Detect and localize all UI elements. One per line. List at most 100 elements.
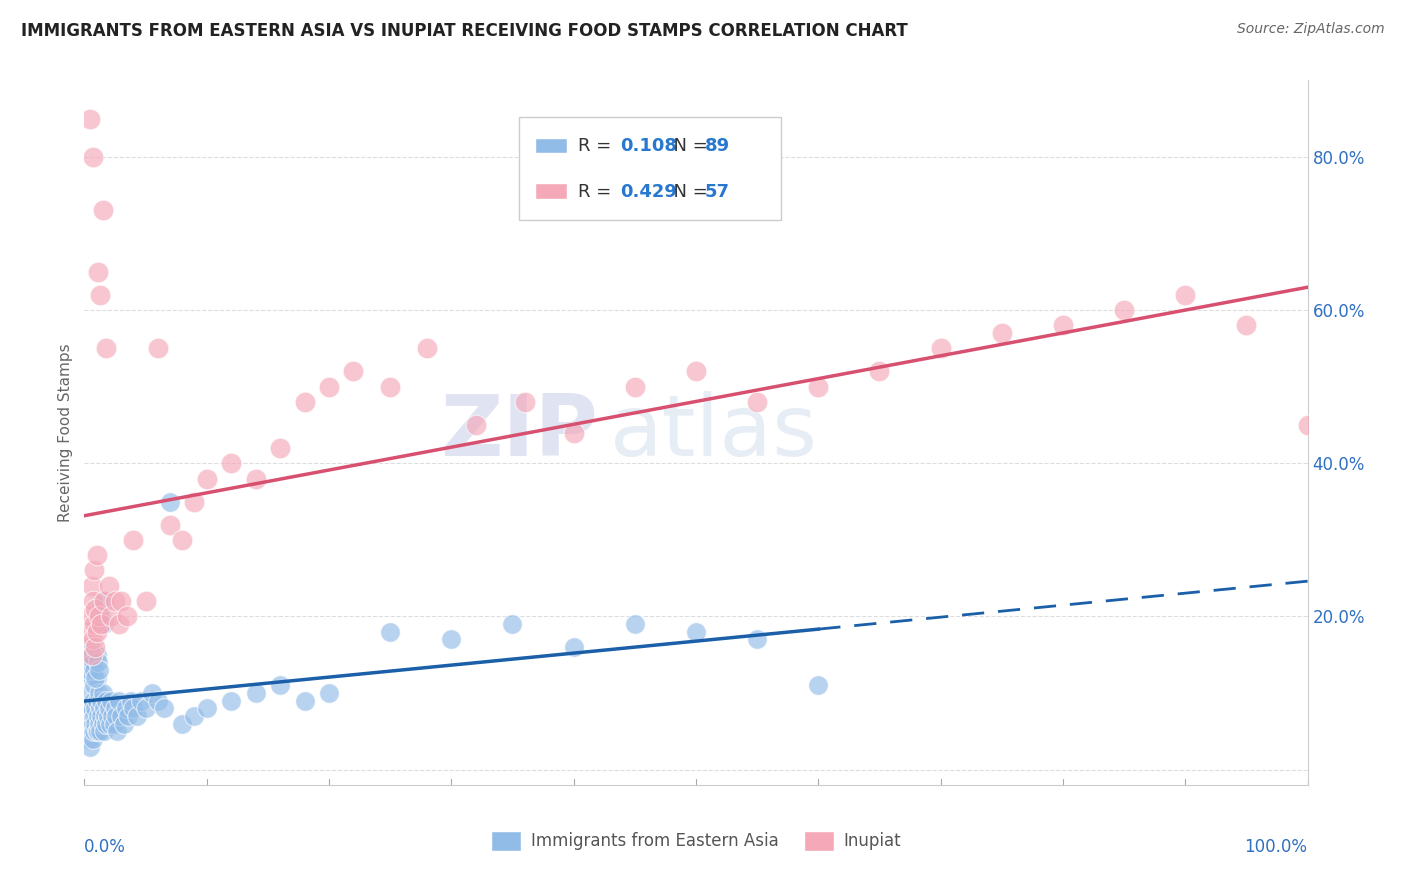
Point xyxy=(807,379,830,393)
Point xyxy=(77,731,100,746)
Point xyxy=(84,601,107,615)
Text: 57: 57 xyxy=(704,183,730,201)
Point xyxy=(110,594,132,608)
Point xyxy=(110,709,132,723)
Point xyxy=(120,694,142,708)
Point xyxy=(77,656,100,670)
Point xyxy=(83,617,105,632)
Point xyxy=(80,671,103,685)
Point xyxy=(82,694,104,708)
Point xyxy=(562,640,585,654)
Point xyxy=(1052,318,1074,333)
Point xyxy=(96,716,118,731)
Point xyxy=(502,617,524,632)
Point xyxy=(624,379,647,393)
Point xyxy=(91,203,114,218)
Point xyxy=(80,648,103,662)
Point xyxy=(77,663,100,677)
Point xyxy=(86,694,108,708)
Point xyxy=(82,150,104,164)
Point xyxy=(115,701,138,715)
Point xyxy=(380,624,402,639)
Point xyxy=(747,395,769,409)
Point xyxy=(101,709,124,723)
Point xyxy=(82,632,104,647)
Point xyxy=(90,617,112,632)
Point xyxy=(83,709,105,723)
Point xyxy=(90,709,112,723)
Point xyxy=(79,739,101,754)
Point xyxy=(84,716,107,731)
Text: R =: R = xyxy=(578,137,617,155)
Point xyxy=(77,724,100,739)
Point xyxy=(87,709,110,723)
Point xyxy=(83,564,105,578)
Point xyxy=(1236,318,1258,333)
Point xyxy=(464,417,486,432)
Point xyxy=(91,686,114,700)
Text: 0.108: 0.108 xyxy=(620,137,678,155)
Text: N =: N = xyxy=(662,137,714,155)
Y-axis label: Receiving Food Stamps: Receiving Food Stamps xyxy=(58,343,73,522)
Point xyxy=(129,694,152,708)
Point xyxy=(87,265,110,279)
Point xyxy=(89,601,111,615)
Text: 0.429: 0.429 xyxy=(620,183,678,201)
Point xyxy=(869,364,891,378)
Point xyxy=(79,686,101,700)
Point xyxy=(90,609,112,624)
Point xyxy=(77,701,100,715)
Point xyxy=(685,624,707,639)
Point xyxy=(135,701,157,715)
Point xyxy=(79,709,101,723)
Point xyxy=(183,494,205,508)
Point xyxy=(112,716,135,731)
Point xyxy=(93,701,115,715)
Point xyxy=(84,640,107,654)
Point xyxy=(416,342,439,356)
Point xyxy=(929,342,952,356)
Point xyxy=(87,716,110,731)
Text: ZIP: ZIP xyxy=(440,391,598,475)
Point xyxy=(107,694,129,708)
Point xyxy=(89,287,111,301)
Point xyxy=(146,342,169,356)
Point xyxy=(93,594,115,608)
Point xyxy=(195,701,218,715)
Point xyxy=(83,678,105,692)
Point xyxy=(82,656,104,670)
Point xyxy=(219,456,242,470)
Point xyxy=(82,716,104,731)
Text: N =: N = xyxy=(662,183,714,201)
Point xyxy=(87,686,110,700)
Point xyxy=(122,533,145,547)
Point xyxy=(269,441,291,455)
Point xyxy=(96,694,118,708)
Point xyxy=(159,494,181,508)
Point xyxy=(80,724,103,739)
Text: 0.0%: 0.0% xyxy=(84,838,127,855)
Point xyxy=(84,701,107,715)
Point xyxy=(84,671,107,685)
Point xyxy=(94,709,117,723)
Text: 89: 89 xyxy=(704,137,730,155)
Point xyxy=(89,724,111,739)
Point xyxy=(93,724,115,739)
Point xyxy=(93,617,115,632)
Point xyxy=(107,617,129,632)
Point xyxy=(172,533,194,547)
Point xyxy=(122,701,145,715)
Point xyxy=(146,694,169,708)
Point xyxy=(380,379,402,393)
Point xyxy=(87,609,110,624)
Point xyxy=(87,656,110,670)
Point xyxy=(624,617,647,632)
Point xyxy=(318,379,340,393)
Point xyxy=(103,716,125,731)
Point xyxy=(159,517,181,532)
Point xyxy=(97,701,120,715)
Point xyxy=(183,709,205,723)
Point xyxy=(245,472,267,486)
Point xyxy=(86,724,108,739)
Point xyxy=(86,548,108,562)
